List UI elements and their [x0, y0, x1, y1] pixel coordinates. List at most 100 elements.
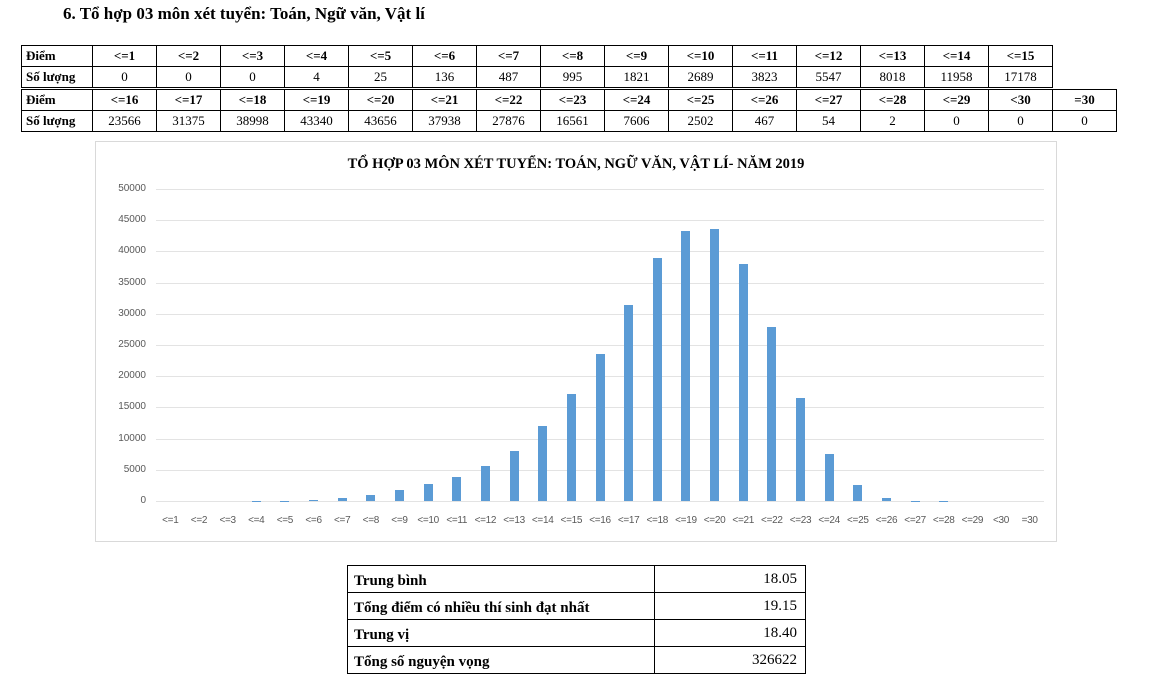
bar: [767, 327, 777, 501]
bar: [910, 500, 920, 502]
x-axis-tick-label: <=1: [162, 515, 179, 526]
bar: [566, 393, 576, 501]
score-row: Điểm <=1 <=2 <=3 <=4 <=5 <=6 <=7 <=8 <=9 <=10 <=11 <…: [21, 45, 1053, 67]
y-axis-tick-label: 45000: [118, 214, 146, 226]
score-bin-cell: <=1: [92, 45, 157, 67]
count-cell: 8018: [860, 66, 925, 88]
score-bin-cell: <=10: [668, 45, 733, 67]
count-cell: 0: [924, 110, 989, 132]
bar: [394, 489, 404, 501]
x-axis-tick-label: <=27: [904, 515, 926, 526]
x-axis-tick-label: <=9: [391, 515, 408, 526]
score-bin-cell: <=18: [220, 89, 285, 111]
x-axis-tick-label: <=6: [305, 515, 322, 526]
stat-value: 18.40: [654, 619, 806, 647]
x-axis-tick-label: <=29: [961, 515, 984, 526]
count-cell: 54: [796, 110, 861, 132]
x-axis-tick-label: <=23: [789, 515, 812, 526]
stat-row-mode: Tổng điểm có nhiều thí sinh đạt nhất 19.1…: [347, 592, 806, 620]
gridline: [156, 189, 1044, 190]
row-label-score: Điểm: [21, 45, 93, 67]
x-axis-tick-label: <=7: [334, 515, 351, 526]
count-cell: 43340: [284, 110, 349, 132]
stat-label: Tổng điểm có nhiều thí sinh đạt nhất: [347, 592, 655, 620]
count-cell: 995: [540, 66, 605, 88]
x-axis-tick-label: <=18: [646, 515, 669, 526]
y-axis-tick-label: 30000: [118, 307, 146, 319]
score-bin-cell: <=29: [924, 89, 989, 111]
count-cell: 17178: [988, 66, 1053, 88]
bar: [939, 500, 949, 502]
stat-value: 18.05: [654, 565, 806, 593]
stat-row-mean: Trung bình 18.05: [347, 565, 806, 593]
section-heading: 6. Tổ hợp 03 môn xét tuyển: Toán, Ngữ vă…: [63, 4, 425, 23]
x-axis-tick-label: <=20: [703, 515, 726, 526]
x-axis-tick-label: <=25: [846, 515, 869, 526]
score-bin-cell: <30: [988, 89, 1053, 111]
score-bin-cell: =30: [1052, 89, 1117, 111]
stat-row-total: Tổng số nguyện vọng 326622: [347, 646, 806, 674]
bar: [452, 477, 462, 501]
x-axis-tick-label: <=11: [446, 515, 468, 526]
count-cell: 23566: [92, 110, 157, 132]
gridline: [156, 282, 1044, 284]
row-label-count: Số lượng: [21, 110, 93, 132]
x-axis-tick-label: <=12: [474, 515, 497, 526]
score-bin-cell: <=12: [796, 45, 861, 67]
score-bin-cell: <=7: [476, 45, 541, 67]
count-cell: 43656: [348, 110, 413, 132]
bar: [251, 500, 261, 502]
score-bin-cell: <=8: [540, 45, 605, 67]
bar: [652, 257, 662, 501]
gridline: [156, 313, 1044, 315]
score-bin-cell: <=20: [348, 89, 413, 111]
y-axis-tick-label: 20000: [118, 370, 146, 382]
x-axis-tick-label: <=24: [818, 515, 840, 526]
y-axis-tick-label: 25000: [118, 339, 146, 350]
stat-value: 326622: [654, 646, 806, 674]
score-table-top: Điểm <=1 <=2 <=3 <=4 <=5 <=6 <=7 <=8 <=9 <=10 <=11 <…: [21, 45, 1053, 88]
score-bin-cell: <=26: [732, 89, 797, 111]
count-row: Số lượng 23566 31375 38998 43340 43656 37938 27…: [21, 110, 1117, 132]
score-distribution-chart: TỔ HỢP 03 MÔN XÉT TUYỂN: TOÁN, NGỮ VĂN, …: [95, 141, 1057, 542]
y-axis-tick-label: 5000: [123, 463, 146, 475]
count-cell: 3823: [732, 66, 797, 88]
score-bin-cell: <=3: [220, 45, 285, 67]
summary-stats-table: Trung bình 18.05 Tổng điểm có nhiều thí s…: [347, 565, 806, 674]
bar: [309, 500, 319, 502]
score-bin-cell: <=23: [540, 89, 605, 111]
count-cell: 38998: [220, 110, 285, 132]
count-cell: 0: [988, 110, 1053, 132]
count-cell: 31375: [156, 110, 221, 132]
x-axis-tick-label: <=21: [732, 515, 755, 526]
bar: [538, 426, 548, 501]
x-axis-tick-label: <=28: [932, 515, 955, 526]
stat-label: Tổng số nguyện vọng: [347, 646, 655, 674]
bar: [881, 498, 891, 501]
gridline: [156, 345, 1044, 346]
y-axis-tick-label: 40000: [118, 245, 146, 257]
row-label-score: Điểm: [21, 89, 93, 111]
count-row: Số lượng 0 0 0 4 25 136 487 995 1821 2689 3823 5547 8…: [21, 66, 1053, 88]
score-bin-cell: <=2: [156, 45, 221, 67]
x-axis-tick-label: <=22: [761, 515, 783, 526]
bar: [423, 484, 433, 501]
score-bin-cell: <=15: [988, 45, 1053, 67]
y-axis-tick-label: 50000: [118, 183, 146, 194]
count-cell: 136: [412, 66, 477, 88]
score-bin-cell: <=5: [348, 45, 413, 67]
x-axis-tick-label: <=5: [276, 515, 294, 526]
stat-label: Trung bình: [347, 565, 655, 593]
x-axis-tick-label: <=16: [589, 515, 611, 526]
score-bin-cell: <=6: [412, 45, 477, 67]
bar: [595, 353, 605, 501]
count-cell: 16561: [540, 110, 605, 132]
count-cell: 487: [476, 66, 541, 88]
x-axis-tick-label: <=14: [531, 515, 554, 526]
bar: [366, 494, 376, 501]
count-cell: 2: [860, 110, 925, 132]
bar: [738, 264, 748, 501]
score-bin-cell: <=24: [604, 89, 669, 111]
y-axis-tick-label: 35000: [118, 276, 146, 288]
count-cell: 0: [220, 66, 285, 88]
